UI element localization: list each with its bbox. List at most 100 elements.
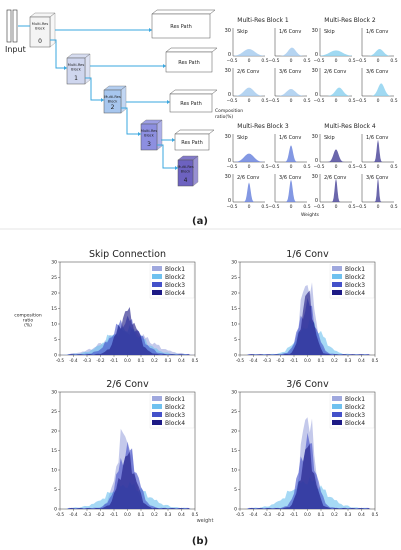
x-tick-label: 0.5 <box>192 358 199 363</box>
mini-subplot-title: Skip <box>324 29 335 35</box>
mini-xtick: 0.5 <box>348 58 355 64</box>
multires-block-1 <box>66 57 86 85</box>
mini-xtick: 0 <box>290 164 293 170</box>
y-tick-label: 5 <box>54 337 57 343</box>
y-tick-label: 10 <box>51 468 57 474</box>
x-tick-label: -0.3 <box>263 358 272 363</box>
mini-ytick: 0 <box>315 52 318 58</box>
down-arrow <box>50 39 67 69</box>
x-tick-label: 0.5 <box>192 512 199 517</box>
y-tick-label: 15 <box>231 306 237 312</box>
multires-block-4 <box>177 159 194 187</box>
mini-ytick: 30 <box>312 28 318 34</box>
arrowhead <box>138 132 141 136</box>
res-path-label: Res Path <box>181 140 203 146</box>
res-path-box <box>151 13 211 39</box>
block-label: Multi-Res <box>32 22 49 26</box>
legend-swatch <box>332 266 342 271</box>
mini-subplot-title: Skip <box>237 135 248 141</box>
mini-xtick: −0.5 <box>314 98 325 104</box>
y-tick-label: 5 <box>234 487 237 493</box>
mini-xtick: 0 <box>377 58 380 64</box>
mini-block-title: Multi-Res Block 4 <box>324 123 376 130</box>
x-tick-label: 0.0 <box>124 512 131 517</box>
mini-xtick: 0.5 <box>303 58 310 64</box>
legend-label: Block1 <box>345 266 365 273</box>
input-slab <box>12 9 18 43</box>
mini-histogram <box>233 49 265 56</box>
down-arrow <box>157 144 178 169</box>
x-tick-label: 0.1 <box>318 512 325 517</box>
mini-subplot-title: 1/6 Conv <box>366 29 388 35</box>
chart-2: 2/6 Conv 0 5 10 15 20 25 30 -0.5 -0.4 -0.3 -0.2 -0.1… <box>51 379 198 517</box>
mini-ytick: 30 <box>312 134 318 140</box>
input-label: Input <box>5 45 26 54</box>
res-path-box-top <box>165 47 218 53</box>
x-tick-label: 0.1 <box>318 358 325 363</box>
x-tick-label: 0.3 <box>165 512 172 517</box>
res-path-box <box>169 93 213 113</box>
legend-swatch <box>152 404 162 409</box>
legend-label: Block3 <box>165 412 185 419</box>
panel-a-label: (a) <box>192 216 208 227</box>
x-tick-label: -0.1 <box>290 512 299 517</box>
y-axis-label: composition <box>14 313 42 319</box>
mini-ytick: 0 <box>228 52 231 58</box>
block-number: 2 <box>111 104 115 111</box>
chart-title: 2/6 Conv <box>106 379 149 390</box>
mini-xtick: 0.5 <box>261 98 268 104</box>
y-tick-label: 30 <box>231 260 237 266</box>
x-tick-label: 0.1 <box>138 358 145 363</box>
mini-xtick: 0.5 <box>390 204 397 210</box>
mini-ytick: 0 <box>315 158 318 164</box>
mini-xtick: 0.5 <box>261 204 268 210</box>
multires-block-2 <box>103 89 122 114</box>
multires-block-3 <box>140 123 158 151</box>
mini-histogram <box>320 50 352 56</box>
arrowhead <box>149 28 152 32</box>
block-number: 0 <box>38 38 42 45</box>
legend-label: Block4 <box>165 420 185 427</box>
chart-3: 3/6 Conv 0 5 10 15 20 25 30 -0.5 -0.4 -0.3 -0.2 -0.1… <box>231 379 378 517</box>
y-tick-label: 10 <box>51 322 57 328</box>
mini-subplot-title: 1/6 Conv <box>366 135 388 141</box>
mini-ytick: 30 <box>312 68 318 74</box>
mini-xtick: −0.5 <box>314 204 325 210</box>
multires-block-0 <box>29 16 51 48</box>
y-tick-label: 30 <box>51 260 57 266</box>
block-label: Multi-Res <box>177 165 194 169</box>
legend-label: Block4 <box>165 290 185 297</box>
mini-xtick: −0.5 <box>314 58 325 64</box>
mini-subplot-title: 2/6 Conv <box>324 175 346 181</box>
x-tick-label: 0.5 <box>372 512 379 517</box>
legend-swatch <box>152 274 162 279</box>
res-path-label: Res Path <box>178 60 200 66</box>
x-tick-label: -0.4 <box>69 512 78 517</box>
y-tick-label: 25 <box>231 275 237 281</box>
mini-subplot-title: 2/6 Conv <box>237 175 259 181</box>
x-tick-label: 0.3 <box>345 358 352 363</box>
mini-histogram <box>362 176 394 202</box>
mini-subplot-title: 2/6 Conv <box>237 69 259 75</box>
y-tick-label: 20 <box>51 291 57 297</box>
mini-histogram <box>320 178 352 202</box>
block-number: 1 <box>74 75 78 82</box>
y-tick-label: 10 <box>231 322 237 328</box>
legend-swatch <box>152 412 162 417</box>
x-tick-label: -0.1 <box>290 358 299 363</box>
mini-histogram <box>320 149 352 162</box>
mini-histogram <box>275 47 307 56</box>
y-tick-label: 20 <box>51 429 57 435</box>
x-tick-label: 0.3 <box>165 358 172 363</box>
mini-xtick: 0 <box>248 58 251 64</box>
mini-histogram <box>362 49 394 56</box>
arrowhead <box>172 138 175 142</box>
chart-1: 1/6 Conv 0 5 10 15 20 25 30 -0.5 -0.4 -0.3 -0.2 -0.1… <box>231 249 378 363</box>
block-side-face <box>120 85 127 114</box>
y-tick-label: 5 <box>234 337 237 343</box>
y-tick-label: 0 <box>234 353 237 359</box>
mini-xtick: 0.5 <box>303 98 310 104</box>
res-path-label: Res Path <box>180 101 202 107</box>
mini-histogram <box>275 145 307 162</box>
